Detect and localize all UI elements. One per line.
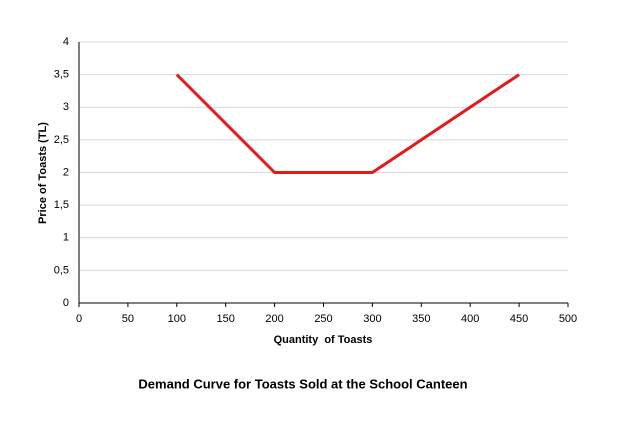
- x-tick-label: 0: [76, 313, 82, 325]
- y-tick-label: 2: [63, 166, 69, 178]
- y-tick-label: 3,5: [54, 69, 69, 81]
- y-tick-label: 0,5: [54, 264, 69, 276]
- demand-line: [175, 73, 520, 174]
- x-tick-label: 200: [265, 313, 283, 325]
- x-tick-label: 50: [122, 313, 134, 325]
- x-tick-label: 250: [314, 313, 332, 325]
- x-tick-label: 350: [412, 313, 430, 325]
- x-tick-label: 300: [363, 313, 381, 325]
- chart-title: Demand Curve for Toasts Sold at the Scho…: [138, 376, 467, 391]
- y-tick-label: 1: [63, 232, 69, 244]
- y-tick-label: 1,5: [54, 199, 69, 211]
- x-tick-label: 150: [217, 313, 235, 325]
- y-axis-label: Price of Toasts (TL): [37, 122, 49, 224]
- y-tick-label: 2,5: [54, 134, 69, 146]
- x-axis-label: Quantity of Toasts: [274, 334, 373, 346]
- y-tick-label: 3: [63, 101, 69, 113]
- x-tick-label: 500: [559, 313, 577, 325]
- x-tick-label: 450: [510, 313, 528, 325]
- x-tick-label: 100: [168, 313, 186, 325]
- x-tick-label: 400: [461, 313, 479, 325]
- y-tick-label: 4: [63, 36, 69, 48]
- y-tick-label: 0: [63, 297, 69, 309]
